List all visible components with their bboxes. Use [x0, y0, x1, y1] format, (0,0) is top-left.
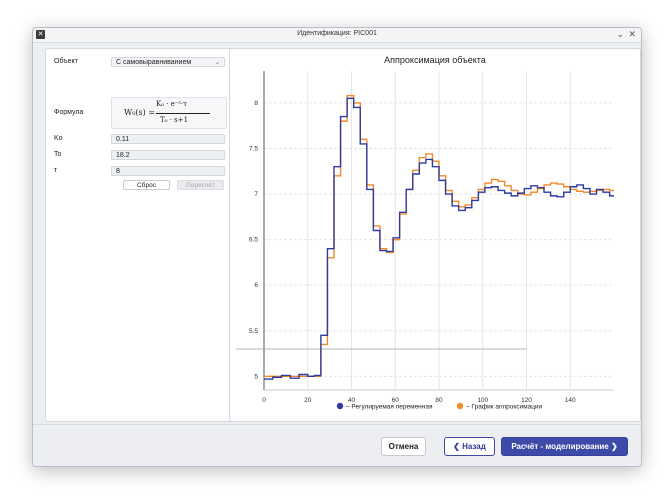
y-tick-label: 8	[254, 100, 258, 107]
chart-title: Аппроксимация объекта	[384, 55, 486, 65]
y-tick-label: 6	[254, 282, 258, 289]
chart-panel: Аппроксимация объекта 0 20 40 60 80 100 120 140…	[229, 48, 641, 422]
x-tick-label: 0	[262, 397, 266, 404]
legend-marker	[456, 402, 464, 410]
legend-label: – Регулируемая переменная	[346, 403, 433, 410]
to-label: To	[54, 151, 62, 158]
minimize-icon[interactable]: ⌄	[616, 29, 624, 39]
legend-label: – График аппроксимации	[466, 403, 543, 410]
identification-window: ✕ Идентификация: PIC001 ⌄ ✕ Объект С сам…	[32, 27, 642, 467]
close-icon[interactable]: ✕	[628, 29, 636, 39]
formula-lhs: W₀(s) =	[124, 108, 156, 117]
x-tick-label: 20	[304, 397, 312, 404]
ko-field[interactable]: 0.11	[111, 134, 225, 144]
cancel-button[interactable]: Отмена	[381, 437, 426, 456]
back-button[interactable]: ❮ Назад	[444, 437, 495, 456]
tau-label: τ	[54, 167, 57, 174]
to-field[interactable]: 18.2	[111, 150, 225, 160]
formula-display: W₀(s) = K₀ · e⁻ˢ·τ T₀ · s+1	[111, 97, 227, 129]
formula-numerator: K₀ · e⁻ˢ·τ	[156, 100, 188, 108]
formula-label: Формула	[54, 109, 84, 116]
ko-label: Ko	[54, 135, 63, 142]
legend-marker	[336, 402, 344, 410]
approximation-chart: 0 20 40 60 80 100 120 140 5 5.5 6 6.5 7 7.5 8 – Регулир…	[236, 71, 614, 410]
app-icon: ✕	[36, 30, 45, 39]
chevron-down-icon: ⌄	[214, 60, 220, 66]
tau-field[interactable]: 8	[111, 166, 225, 176]
object-label: Объект	[54, 58, 78, 65]
chevron-left-icon: ❮	[453, 442, 463, 451]
object-select-value: С самовыравниванием	[116, 59, 192, 66]
back-button-label: Назад	[462, 442, 486, 451]
calculate-simulate-button[interactable]: Расчёт - моделирование ❯	[501, 437, 628, 456]
series-line	[264, 97, 614, 380]
x-tick-label: 100	[477, 397, 488, 404]
object-select[interactable]: С самовыравниванием ⌄	[111, 57, 225, 67]
y-tick-label: 7	[254, 191, 258, 198]
y-tick-label: 5	[254, 373, 258, 380]
calculate-button-label: Расчёт - моделирование	[511, 442, 609, 451]
recalc-button[interactable]: Пересчёт	[177, 180, 224, 190]
parameters-panel: Объект С самовыравниванием ⌄ Формула W₀(…	[45, 48, 234, 422]
x-tick-label: 140	[565, 397, 576, 404]
y-tick-label: 5.5	[249, 328, 258, 335]
bottom-bar: Отмена ❮ Назад Расчёт - моделирование ❯	[33, 424, 641, 466]
x-tick-label: 80	[435, 397, 443, 404]
reset-button[interactable]: Сброс	[123, 180, 170, 190]
x-tick-label: 60	[392, 397, 400, 404]
y-tick-label: 7.5	[249, 145, 258, 152]
series-line	[264, 94, 614, 378]
fraction-bar	[156, 113, 210, 114]
chevron-right-icon: ❯	[608, 442, 618, 451]
x-tick-label: 120	[521, 397, 532, 404]
formula-denominator: T₀ · s+1	[160, 116, 189, 124]
window-title: Идентификация: PIC001	[297, 30, 377, 37]
x-tick-label: 40	[348, 397, 356, 404]
y-tick-label: 6.5	[249, 237, 258, 244]
title-bar: ✕ Идентификация: PIC001 ⌄ ✕	[33, 28, 641, 43]
